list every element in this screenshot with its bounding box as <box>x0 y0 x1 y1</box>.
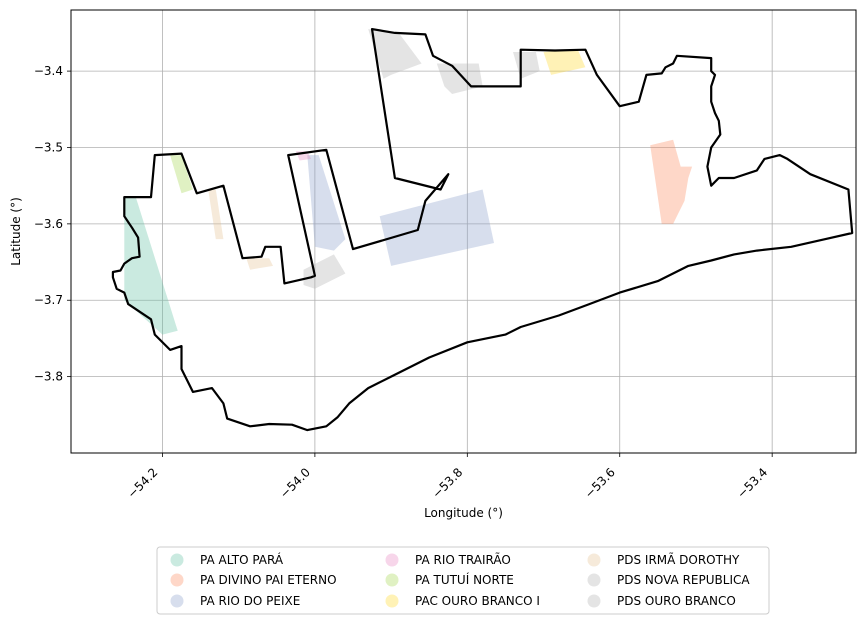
legend-label: PA TUTUÍ NORTE <box>415 572 514 587</box>
x-tick-label: −54.2 <box>125 465 161 501</box>
x-tick-label: −53.8 <box>430 465 466 501</box>
y-tick-label: −3.8 <box>34 370 63 384</box>
x-axis-label: Longitude (°) <box>424 506 503 520</box>
settlement-polygon <box>513 52 540 79</box>
settlement-polygon <box>379 189 494 266</box>
legend-label: PDS IRMÃ DOROTHY <box>617 552 740 567</box>
legend-marker <box>170 553 184 567</box>
legend-label: PAC OURO BRANCO I <box>415 594 540 608</box>
settlement-polygon <box>307 155 346 251</box>
legend-marker <box>385 573 399 587</box>
settlement-polygons <box>124 29 693 335</box>
legend-marker <box>587 573 601 587</box>
settlement-polygon <box>368 29 422 79</box>
legend: PA ALTO PARÁ PA DIVINO PAI ETERNO PA RIO D… <box>156 546 770 615</box>
legend-label: PA DIVINO PAI ETERNO <box>200 573 337 587</box>
settlement-polygon <box>246 258 273 270</box>
settlement-polygon <box>208 189 224 240</box>
legend-label: PA RIO DO PEIXE <box>200 594 300 608</box>
x-tick-label: −53.4 <box>734 465 770 501</box>
y-tick-label: −3.6 <box>34 217 63 231</box>
settlement-polygon <box>650 139 693 224</box>
legend-marker <box>587 594 601 608</box>
legend-label: PDS NOVA REPUBLICA <box>617 573 750 587</box>
legend-marker <box>385 594 399 608</box>
legend-marker <box>170 594 184 608</box>
x-tick-label: −53.6 <box>582 465 618 501</box>
legend-label: PDS OURO BRANCO <box>617 594 736 608</box>
plot-frame <box>70 9 857 454</box>
legend-label: PA RIO TRAIRÃO <box>415 552 511 567</box>
municipality-outline <box>111 28 854 432</box>
y-tick-label: −3.7 <box>34 293 63 307</box>
legend-frame <box>156 546 770 615</box>
legend-marker <box>170 573 184 587</box>
settlement-polygon <box>543 49 586 75</box>
settlement-polygon <box>436 63 483 94</box>
settlement-polygon <box>124 197 178 335</box>
x-tick-label: −54.0 <box>277 465 313 501</box>
municipality-outline-layer <box>111 28 854 432</box>
settlement-polygon <box>303 254 346 289</box>
legend-marker <box>587 553 601 567</box>
settlement-polygon <box>170 155 193 194</box>
y-axis-label: Latitude (°) <box>9 197 23 266</box>
y-tick-label: −3.4 <box>34 64 63 78</box>
legend-label: PA ALTO PARÁ <box>200 552 284 567</box>
y-tick-label: −3.5 <box>34 140 63 154</box>
legend-marker <box>385 553 399 567</box>
